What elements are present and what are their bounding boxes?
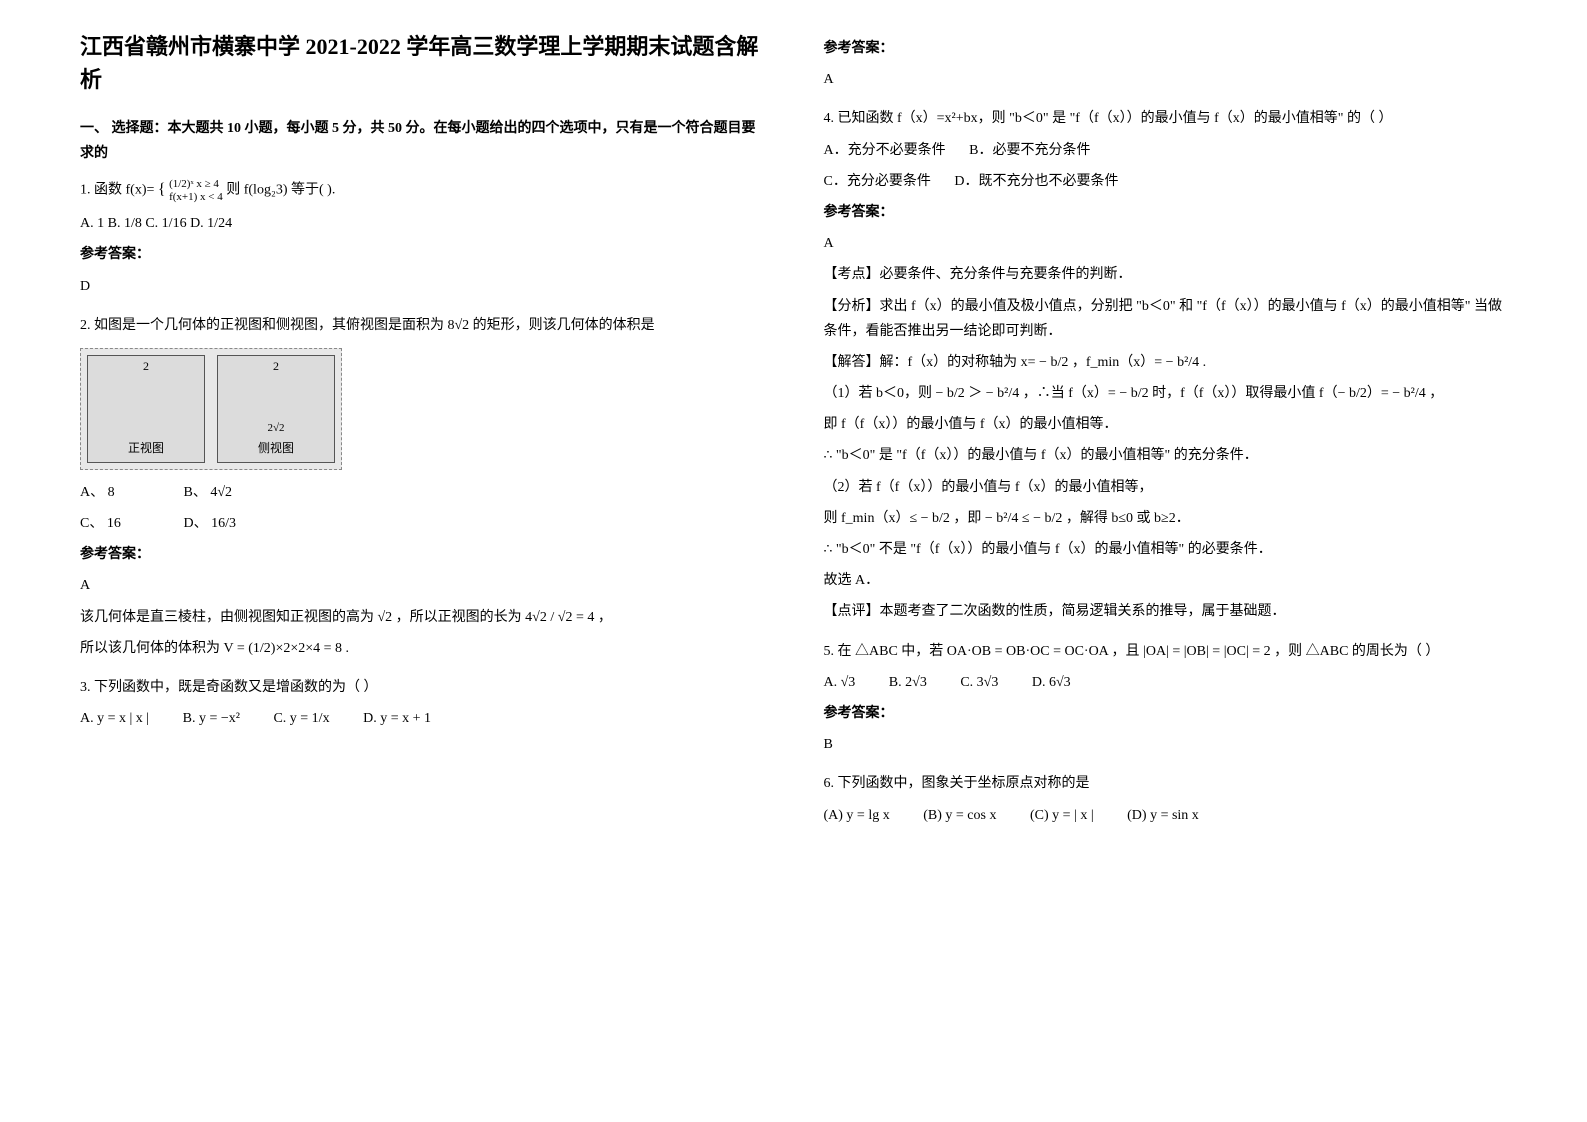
q4-optD: D．既不充分也不必要条件 (954, 174, 1118, 189)
q6-options-row: (A) y = lg x (B) y = cos x (C) y = | x |… (824, 803, 1508, 828)
answer-label-1: 参考答案： (80, 242, 764, 267)
diag-top-1: 2 (143, 356, 149, 378)
q4-opts-row1: A．充分不必要条件 B．必要不充分条件 (824, 138, 1508, 163)
q1-prefix: 1. 函数 f(x)= (80, 183, 154, 198)
diag-bottom: 2√2 (267, 419, 284, 439)
q2-optB: B、 4√2 (184, 485, 233, 500)
side-view-label: 侧视图 (258, 438, 294, 460)
front-view-label: 正视图 (128, 438, 164, 460)
q4-jd1: 【解答】解：f（x）的对称轴为 x= − b/2 ，f_min（x）= − b²… (824, 350, 1508, 375)
q5-answer: B (824, 732, 1508, 757)
q5-stem: 5. 在 △ABC 中，若 OA·OB = OB·OC = OC·OA ，且 |… (824, 639, 1508, 664)
answer-label-5: 参考答案： (824, 701, 1508, 726)
q3-optD: D. y = x + 1 (363, 706, 431, 731)
q6-optD: (D) y = sin x (1127, 803, 1199, 828)
q3-optA: A. y = x | x | (80, 706, 149, 731)
q3-stem: 3. 下列函数中，既是奇函数又是增函数的为（ ） (80, 675, 764, 700)
q4-jd3: 即 f（f（x））的最小值与 f（x）的最小值相等． (824, 412, 1508, 437)
q4-jd4: ∴ "b＜0" 是 "f（f（x））的最小值与 f（x）的最小值相等" 的充分条… (824, 443, 1508, 468)
q4-kaodian: 【考点】必要条件、充分条件与充要条件的判断． (824, 262, 1508, 287)
side-view-box: 2 2√2 侧视图 (217, 355, 335, 463)
q4-jd5: （2）若 f（f（x））的最小值与 f（x）的最小值相等， (824, 475, 1508, 500)
q2-diagram: 2 正视图 2 2√2 侧视图 (80, 348, 342, 470)
section-intro: 一、 选择题：本大题共 10 小题，每小题 5 分，共 50 分。在每小题给出的… (80, 116, 764, 166)
front-view-box: 2 正视图 (87, 355, 205, 463)
q5-optD: D. 6√3 (1032, 670, 1071, 695)
q6-stem: 6. 下列函数中，图象关于坐标原点对称的是 (824, 771, 1508, 796)
q1-piece1: (1/2)ˣ x ≥ 4 (169, 178, 223, 191)
q5-options-row: A. √3 B. 2√3 C. 3√3 D. 6√3 (824, 670, 1508, 695)
q5-optA: A. √3 (824, 670, 856, 695)
answer-label-4: 参考答案： (824, 200, 1508, 225)
q1-answer: D (80, 274, 764, 299)
q4-jd7: ∴ "b＜0" 不是 "f（f（x））的最小值与 f（x）的最小值相等" 的必要… (824, 537, 1508, 562)
diag-top-2: 2 (273, 356, 279, 378)
q4-stem: 4. 已知函数 f（x）=x²+bx，则 "b＜0" 是 "f（f（x））的最小… (824, 106, 1508, 131)
answer-label-3: 参考答案： (824, 36, 1508, 61)
q2-row1: A、 8 B、 4√2 (80, 480, 764, 505)
page-title: 江西省赣州市横寨中学 2021-2022 学年高三数学理上学期期末试题含解析 (80, 30, 764, 96)
right-column: 参考答案： A 4. 已知函数 f（x）=x²+bx，则 "b＜0" 是 "f（… (824, 30, 1508, 834)
q3-options-row: A. y = x | x | B. y = −x² C. y = 1/x D. … (80, 706, 764, 731)
q4-opts-row2: C．充分必要条件 D．既不充分也不必要条件 (824, 169, 1508, 194)
left-column: 江西省赣州市横寨中学 2021-2022 学年高三数学理上学期期末试题含解析 一… (80, 30, 764, 834)
q4-optC: C．充分必要条件 (824, 169, 931, 194)
q1-stem: 1. 函数 f(x)= { (1/2)ˣ x ≥ 4 f(x+1) x < 4 … (80, 176, 764, 205)
q2-answer: A (80, 573, 764, 598)
q4-fenxi: 【分析】求出 f（x）的最小值及极小值点，分别把 "b＜0" 和 "f（f（x）… (824, 294, 1508, 344)
q3-answer: A (824, 67, 1508, 92)
q1-options: A. 1 B. 1/8 C. 1/16 D. 1/24 (80, 211, 764, 236)
q2-explain1: 该几何体是直三棱柱，由侧视图知正视图的高为 √2 ，所以正视图的长为 4√2 /… (80, 605, 764, 630)
q4-optA: A．充分不必要条件 (824, 138, 946, 163)
q4-jd8: 故选 A． (824, 568, 1508, 593)
q2-explain2: 所以该几何体的体积为 V = (1/2)×2×2×4 = 8 . (80, 636, 764, 661)
q6-optB: (B) y = cos x (923, 803, 996, 828)
q3-optB: B. y = −x² (183, 706, 240, 731)
q4-jd6: 则 f_min（x）≤ − b/2 ，即 − b²/4 ≤ − b/2 ，解得 … (824, 506, 1508, 531)
q5-optB: B. 2√3 (889, 670, 927, 695)
q2-optD: D、 16/3 (184, 516, 237, 531)
q4-answer: A (824, 231, 1508, 256)
q1-piece2: f(x+1) x < 4 (169, 191, 223, 204)
q5-optC: C. 3√3 (960, 670, 998, 695)
q2-optA: A、 8 (80, 480, 180, 505)
q1-suffix: 则 f(log₂3) 等于( ). (226, 183, 335, 198)
q4-dianping: 【点评】本题考查了二次函数的性质，简易逻辑关系的推导，属于基础题． (824, 599, 1508, 624)
q2-row2: C、 16 D、 16/3 (80, 511, 764, 536)
q2-stem: 2. 如图是一个几何体的正视图和侧视图，其俯视图是面积为 8√2 的矩形，则该几… (80, 313, 764, 338)
q4-jd2: （1）若 b＜0，则 − b/2 ＞ − b²/4 ，∴当 f（x）= − b/… (824, 381, 1508, 406)
q6-optA: (A) y = lg x (824, 803, 890, 828)
q4-optB: B．必要不充分条件 (969, 143, 1090, 158)
q3-optC: C. y = 1/x (273, 706, 329, 731)
q2-optC: C、 16 (80, 511, 180, 536)
q6-optC: (C) y = | x | (1030, 803, 1094, 828)
answer-label-2: 参考答案： (80, 542, 764, 567)
